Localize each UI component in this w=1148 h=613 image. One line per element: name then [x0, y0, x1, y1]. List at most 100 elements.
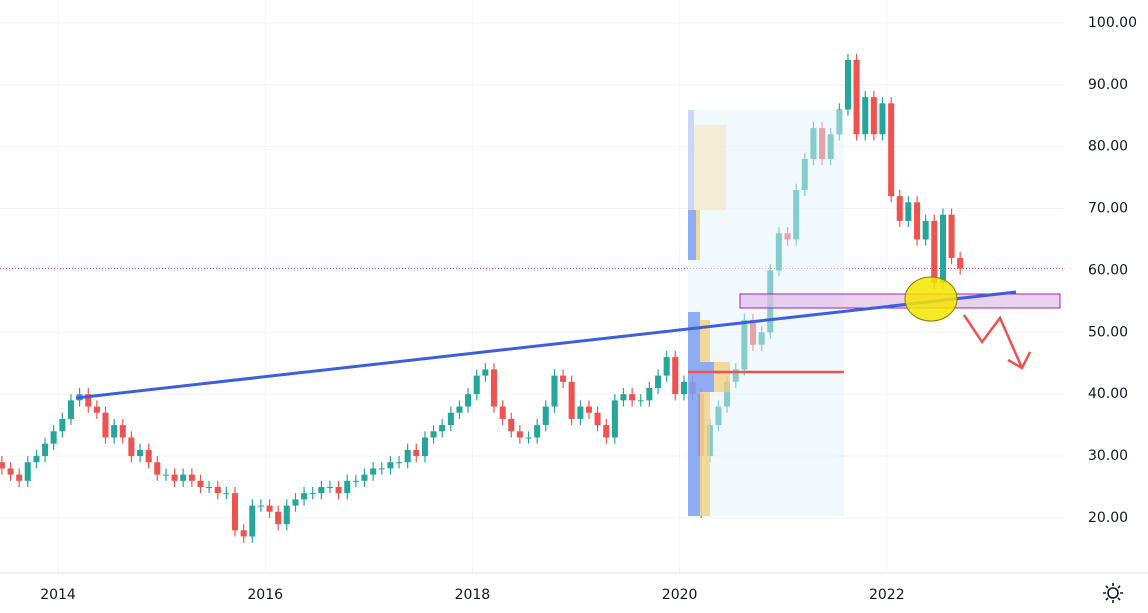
candle-body — [67, 400, 74, 419]
candle-body — [326, 486, 333, 488]
candle-body — [646, 387, 653, 401]
candle-body — [188, 474, 195, 481]
candle-body — [335, 486, 342, 494]
candle-body — [870, 97, 877, 135]
trend-line — [75, 290, 1017, 400]
candle-body — [24, 462, 31, 481]
candle-body — [111, 425, 118, 438]
candle-body — [0, 462, 5, 469]
plot-area — [0, 0, 1065, 573]
candle-body — [534, 425, 541, 438]
candle-body — [102, 412, 109, 438]
candle-body — [283, 505, 290, 525]
candle-body — [603, 425, 610, 438]
candle-body — [914, 202, 921, 240]
candle-body — [137, 449, 144, 457]
candle-body — [680, 381, 687, 395]
candle-body — [862, 97, 869, 135]
candle-body — [361, 474, 368, 481]
candle-body — [896, 196, 903, 221]
candle-body — [93, 406, 100, 413]
candle-body — [206, 486, 213, 488]
y-tick-label: 90.00 — [1088, 77, 1128, 93]
candle-body — [421, 437, 428, 457]
candle-body — [318, 486, 325, 494]
candle-body — [145, 449, 152, 463]
candle-body — [119, 425, 126, 438]
x-tick-label: 2022 — [869, 587, 905, 603]
candle-body — [568, 381, 575, 419]
candle-body — [905, 202, 912, 221]
candle-body — [249, 505, 256, 537]
x-tick-label: 2016 — [247, 587, 283, 603]
candle-body — [309, 493, 316, 495]
candle-body — [672, 357, 679, 395]
candle-body — [396, 462, 403, 464]
candle-body — [456, 406, 463, 413]
candle-body — [275, 511, 282, 525]
candle-body — [516, 431, 523, 438]
candle-body — [490, 369, 497, 407]
candle-body — [447, 412, 454, 426]
y-tick-label: 20.00 — [1088, 510, 1128, 526]
settings-icon[interactable] — [1103, 583, 1123, 603]
candle-body — [59, 418, 66, 432]
candle-body — [257, 505, 264, 507]
candle-body — [542, 406, 549, 426]
y-tick-label: 60.00 — [1088, 262, 1128, 278]
candle-body — [85, 394, 92, 407]
candle-body — [473, 375, 480, 395]
candle-body — [16, 474, 23, 481]
candle-body — [197, 480, 204, 487]
candle-body — [50, 431, 57, 444]
candle-body — [629, 394, 636, 401]
candle-body — [879, 103, 886, 135]
candle-body — [957, 258, 964, 269]
candle-body — [948, 214, 955, 259]
candle-body — [33, 456, 40, 463]
candle-body — [370, 468, 377, 475]
candle-body — [525, 437, 532, 439]
candle-body — [439, 425, 446, 432]
candle-body — [620, 394, 627, 401]
candle-body — [301, 493, 308, 500]
candle-body — [499, 406, 506, 419]
candle-body — [637, 400, 644, 402]
y-tick-label: 80.00 — [1088, 139, 1128, 155]
candle-body — [404, 449, 411, 463]
profile-bar — [700, 320, 710, 516]
drawings — [75, 110, 1061, 516]
candle-body — [551, 375, 558, 407]
candle-body — [482, 369, 489, 376]
profile-bar — [714, 362, 730, 392]
candle-body — [430, 431, 437, 438]
y-tick-label: 30.00 — [1088, 448, 1128, 464]
candle-body — [154, 462, 161, 475]
y-tick-label: 100.00 — [1088, 15, 1137, 31]
x-tick-label: 2020 — [662, 587, 698, 603]
profile-bar — [696, 210, 700, 260]
candle-body — [171, 474, 178, 481]
x-tick-label: 2014 — [40, 587, 76, 603]
candle-body — [844, 60, 851, 110]
candle-body — [465, 394, 472, 407]
candle-body — [413, 449, 420, 457]
candle-body — [931, 220, 938, 283]
candle-body — [611, 400, 618, 438]
candle-body — [922, 220, 929, 240]
candle-body — [939, 214, 946, 283]
profile-bar — [688, 312, 700, 516]
profile-bar — [688, 110, 694, 210]
profile-bar — [688, 210, 696, 260]
candle-body — [7, 468, 14, 475]
y-tick-label: 40.00 — [1088, 386, 1128, 402]
candle-body — [266, 505, 273, 512]
candle-body — [853, 60, 860, 135]
candle-body — [214, 486, 221, 494]
candle-body — [888, 103, 895, 197]
candle-body — [585, 406, 592, 413]
candle-body — [292, 499, 299, 506]
candle-body — [42, 443, 49, 457]
candle-body — [344, 480, 351, 494]
